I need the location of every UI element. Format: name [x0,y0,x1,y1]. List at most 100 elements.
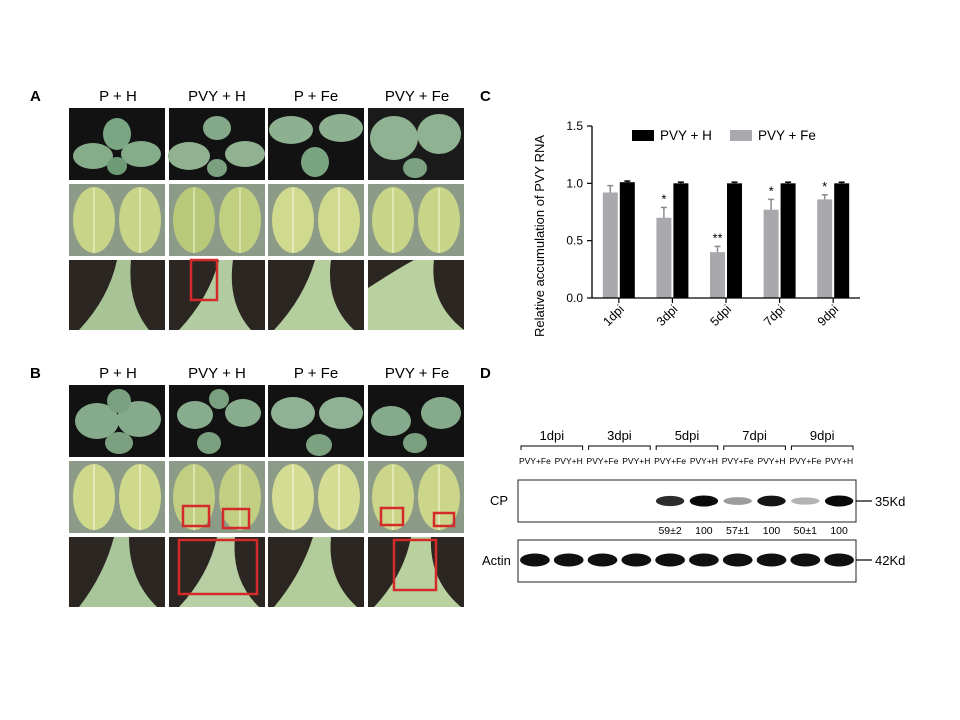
bar-pvy-fe [602,192,618,298]
significance-marker: * [822,179,827,194]
bars: **** * [602,179,850,298]
col-label-p-h-a: P + H [99,88,137,105]
legend-label: PVY + Fe [758,128,816,143]
lane-label: PVY+Fe [587,456,619,466]
plant-photo-row [69,108,464,180]
cp-band [655,495,685,507]
actin-band [520,553,550,567]
leaf-photo-row [69,184,464,256]
panel-label-d: D [480,365,491,382]
bar-pvy-h [834,183,850,298]
lane-label: PVY+H [690,456,718,466]
day-bracket [520,445,584,450]
legend: PVY + H PVY + Fe [632,128,816,143]
col-label-p-h-b: P + H [99,365,137,382]
legend-label: PVY + H [660,128,712,143]
lane-label: PVY+H [825,456,853,466]
col-label-p-fe-a: P + Fe [293,88,339,105]
day-label: 9dpi [810,428,835,443]
day-bracket [588,445,651,450]
y-tick-label: 0.5 [566,234,583,248]
highlight-box [177,538,259,596]
col-label-pvy-fe-b: PVY + Fe [384,365,450,382]
quant-value: 50±1 [794,525,817,537]
stem-photo-row [69,258,464,330]
day-bracket [655,445,719,450]
actin-band [824,553,854,567]
cp-size-label: 35Kd [875,494,905,509]
y-axis-label: Relative accumulation of PVY RNA [532,135,547,337]
panel-a-photos [69,108,464,330]
day-label: 5dpi [675,428,700,443]
actin-band [621,553,652,567]
actin-band [689,553,719,567]
quant-value: 100 [695,525,713,537]
cp-label: CP [490,493,508,508]
panel-b-photos [69,385,464,607]
x-tick-label: 9dpi [815,302,842,329]
actin-band [587,553,618,567]
actin-band [655,553,685,567]
day-label: 7dpi [742,428,767,443]
quant-value: 59±2 [658,525,681,537]
highlight-box [221,507,251,530]
bar-pvy-fe [763,209,779,298]
highlight-box [379,506,405,527]
day-bracket [790,445,854,450]
highlight-box [392,538,438,592]
cp-band [723,497,752,505]
panel-label-c: C [480,88,491,105]
x-tick-label: 5dpi [708,302,735,329]
bar-pvy-fe [710,252,725,298]
cp-bands [655,495,854,507]
highlight-box [189,258,219,302]
col-label-pvy-h-a: PVY + H [188,88,246,105]
x-tick-label: 1dpi [600,302,627,329]
quant-value: 100 [763,525,781,537]
x-tick-label: 7dpi [761,302,788,329]
bar-chart: 0.00.51.01.5 **** * 1dpi 3dpi 5dpi 7dpi 9dpi … [532,119,860,337]
bar-pvy-fe [656,217,672,298]
bar-pvy-h [673,183,689,298]
leaf-photo-row [69,461,464,533]
actin-size-label: 42Kd [875,553,905,568]
day-label: 1dpi [540,428,565,443]
bar-pvy-h [780,183,796,298]
cp-band [824,495,854,507]
plant-photo-row [69,385,464,457]
bar-pvy-fe [817,199,833,298]
day-bracket [723,445,786,450]
actin-blot-strip [517,539,857,583]
lane-label: PVY+Fe [789,456,821,466]
significance-marker: ** [712,230,722,245]
lane-label: PVY+H [622,456,650,466]
lane-label: PVY+Fe [722,456,754,466]
actin-label: Actin [482,553,511,568]
y-tick-label: 0.0 [566,291,583,305]
col-label-pvy-fe-a: PVY + Fe [384,88,450,105]
y-axis: 0.0 0.5 1.0 1.5 [566,119,593,305]
stem-photo-row [69,537,464,607]
cp-band [757,495,786,507]
highlight-box [432,511,456,528]
quant-value: 57±1 [726,525,749,537]
actin-band [756,553,787,567]
quantification: 59±2 100 57±1 100 50±1 100 [658,525,848,537]
actin-band [722,553,753,567]
x-axis: 1dpi 3dpi 5dpi 7dpi 9dpi [592,297,860,329]
cp-band [689,495,719,507]
y-tick-label: 1.0 [566,176,583,190]
significance-marker: * [661,191,666,206]
actin-bands [520,553,854,567]
legend-swatch [632,130,654,141]
actin-band [553,553,584,567]
lane-label: PVY+H [555,456,583,466]
lane-label: PVY+Fe [519,456,551,466]
panel-label-b: B [30,365,41,382]
highlight-box [181,504,211,528]
bar-pvy-h [619,182,635,298]
actin-band [790,553,821,567]
cp-band [791,497,820,505]
